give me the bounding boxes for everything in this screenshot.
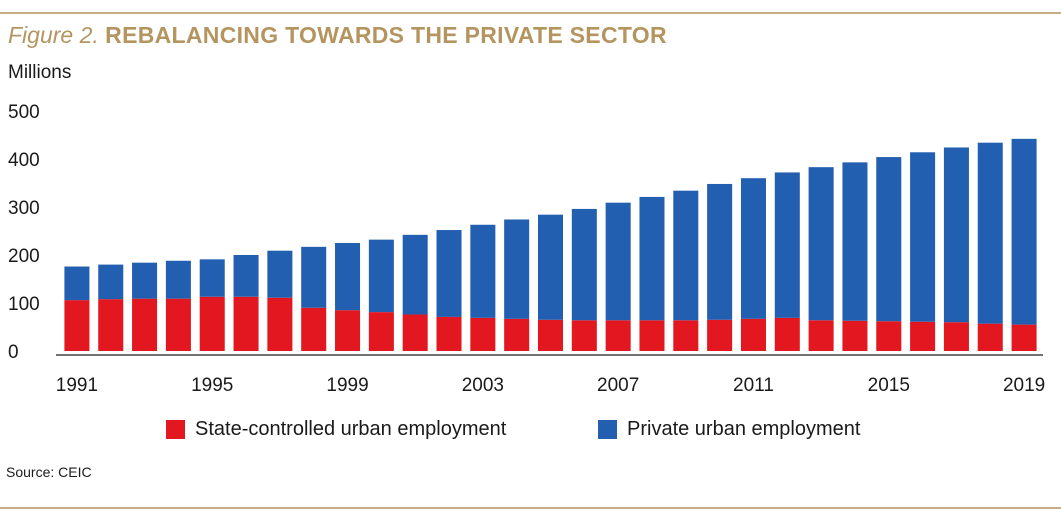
figure-title: Figure 2. REBALANCING TOWARDS THE PRIVAT… [8, 22, 667, 49]
figure-name: REBALANCING TOWARDS THE PRIVATE SECTOR [105, 22, 667, 48]
bar-state-2000 [368, 312, 394, 351]
legend-swatch-state [166, 420, 185, 439]
bar-state-2002 [436, 316, 462, 351]
bar-state-2007 [605, 320, 631, 351]
bar-private-1995 [199, 259, 225, 297]
bar-private-2016 [910, 152, 936, 322]
bar-private-2015 [876, 157, 902, 322]
bar-private-2009 [673, 190, 699, 321]
legend-item-private: Private urban employment [598, 418, 860, 441]
figure-label: Figure 2. [8, 22, 99, 48]
bar-state-2010 [707, 319, 733, 351]
bar-private-2005 [537, 214, 564, 320]
bar-private-2019 [1011, 138, 1037, 325]
legend: State-controlled urban employment Privat… [0, 418, 1061, 446]
bar-private-1997 [267, 250, 293, 298]
bar-state-1991 [64, 300, 90, 351]
bar-state-2003 [470, 317, 496, 351]
bar-private-1991 [64, 266, 90, 301]
bar-private-2013 [808, 167, 834, 321]
bar-private-1999 [335, 243, 361, 311]
bar-private-2008 [639, 196, 665, 321]
bar-state-2019 [1011, 324, 1037, 351]
bar-private-2006 [571, 208, 597, 321]
x-tick-label: 2011 [733, 375, 774, 396]
legend-swatch-private [598, 420, 617, 439]
x-tick-label: 2019 [1003, 375, 1045, 396]
bottom-rule [0, 507, 1061, 509]
bar-state-1992 [98, 299, 124, 351]
bar-state-2014 [842, 320, 868, 351]
x-tick-label: 2007 [597, 375, 639, 396]
x-tick-label: 1991 [56, 375, 98, 396]
bar-private-2003 [470, 224, 496, 318]
bar-private-2014 [842, 162, 868, 321]
bar-private-2004 [504, 219, 530, 319]
bar-state-2001 [402, 314, 428, 351]
source-note: Source: CEIC [6, 464, 92, 480]
y-tick-label: 200 [8, 246, 40, 267]
bar-state-1994 [165, 298, 191, 351]
bar-state-2018 [977, 323, 1003, 351]
legend-label-state: State-controlled urban employment [195, 418, 507, 440]
bar-state-1993 [132, 298, 158, 351]
bar-private-2007 [605, 202, 631, 321]
bar-state-1997 [267, 297, 293, 351]
bar-state-2017 [943, 322, 969, 351]
bar-state-2011 [740, 318, 766, 351]
stacked-bar-chart: 0 100 200 300 400 500 1991 1995 1999 2003 2007 2011… [8, 102, 1045, 396]
bar-private-2002 [436, 230, 462, 317]
bar-state-2012 [774, 317, 800, 351]
bar-state-2016 [910, 321, 936, 351]
y-tick-label: 100 [8, 294, 40, 315]
x-tick-label: 1995 [191, 375, 233, 396]
bar-state-1995 [199, 296, 225, 351]
y-tick-label: 300 [8, 198, 40, 219]
bar-state-2005 [537, 319, 564, 351]
bar-private-2011 [740, 178, 766, 319]
bar-private-2012 [774, 172, 800, 318]
bar-state-2004 [504, 318, 530, 351]
bar-private-1994 [165, 260, 191, 299]
y-tick-label: 0 [8, 342, 19, 363]
legend-item-state: State-controlled urban employment [166, 418, 506, 441]
x-tick-label: 2003 [462, 375, 504, 396]
bar-private-1998 [301, 246, 327, 308]
bar-private-2017 [943, 147, 969, 323]
bar-state-1999 [335, 310, 361, 351]
bar-private-1996 [233, 255, 259, 297]
legend-label-private: Private urban employment [627, 418, 861, 440]
bar-state-1996 [233, 296, 259, 351]
y-tick-label: 400 [8, 150, 40, 171]
bar-state-1998 [301, 307, 327, 351]
x-tick-label: 1999 [326, 375, 368, 396]
bar-private-2010 [707, 183, 733, 320]
bar-state-2006 [571, 320, 597, 351]
bar-private-2018 [977, 142, 1003, 324]
bar-state-2008 [639, 320, 665, 351]
y-axis-unit-label: Millions [8, 62, 72, 83]
bar-state-2009 [673, 320, 699, 351]
bar-private-1993 [132, 262, 158, 299]
bar-private-2000 [368, 239, 394, 313]
y-tick-label: 500 [8, 102, 40, 123]
bar-state-2015 [876, 321, 902, 351]
top-rule [0, 12, 1061, 14]
bar-private-1992 [98, 264, 124, 300]
bar-private-2001 [402, 234, 428, 315]
bar-state-2013 [808, 320, 834, 351]
x-tick-label: 2015 [868, 375, 910, 396]
